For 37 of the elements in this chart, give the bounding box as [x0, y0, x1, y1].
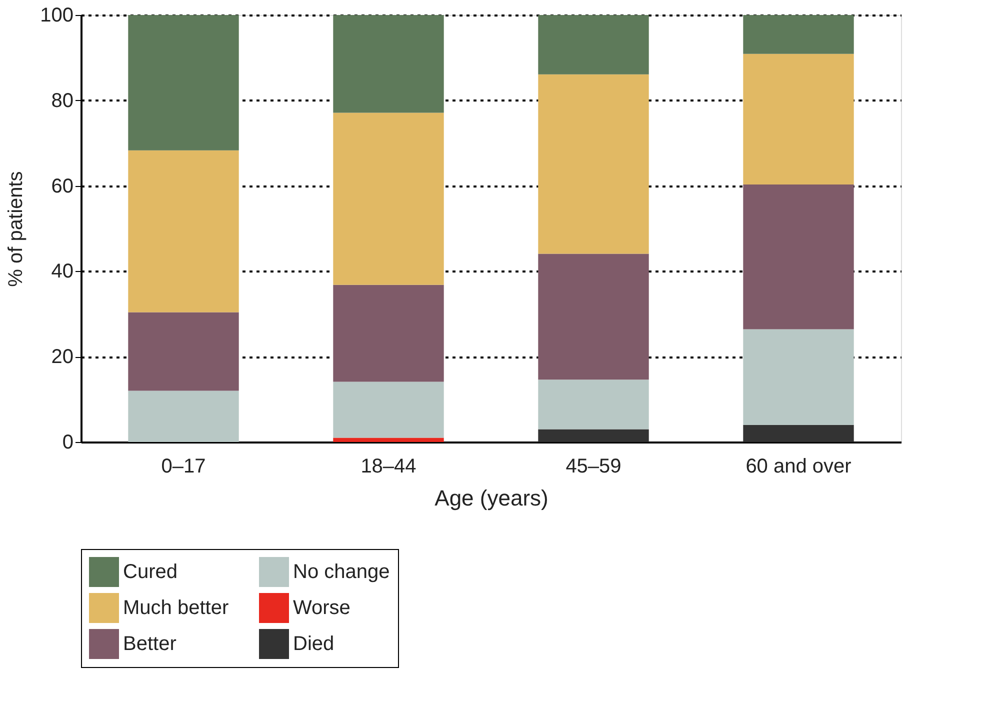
x-tick-label: 18–44	[360, 456, 416, 478]
y-tick-label: 60	[51, 175, 74, 198]
bar	[538, 15, 649, 74]
bar	[128, 15, 239, 150]
bar	[333, 15, 444, 113]
legend-label: Worse	[293, 597, 350, 619]
legend-label: No change	[293, 561, 390, 583]
bar	[333, 382, 444, 438]
bar	[333, 438, 444, 442]
y-tick-label: 20	[51, 346, 74, 368]
bar	[538, 74, 649, 254]
bar	[743, 424, 854, 442]
bar	[538, 429, 649, 442]
y-axis-title: % of patients	[5, 171, 28, 287]
y-tick-label: 100	[40, 4, 74, 26]
bar	[743, 54, 854, 185]
bar	[128, 390, 239, 442]
bar	[128, 150, 239, 312]
bar	[333, 112, 444, 285]
legend-label: Much better	[123, 597, 229, 619]
x-tick-label: 0–17	[161, 456, 206, 478]
x-tick-label: 60 and over	[746, 456, 852, 478]
y-tick-label: 40	[51, 260, 74, 283]
bar	[743, 329, 854, 425]
y-tick-label: 0	[62, 432, 74, 454]
legend-label: Cured	[123, 561, 178, 583]
legend-label: Better	[123, 633, 177, 655]
bar	[128, 312, 239, 391]
y-tick-label: 80	[51, 90, 74, 112]
legend-label: Died	[293, 633, 334, 655]
bar	[743, 184, 854, 330]
x-axis-title: Age (years)	[434, 486, 548, 510]
bar	[538, 380, 649, 430]
x-tick-label: 45–59	[566, 456, 622, 478]
bar	[333, 284, 444, 382]
bar	[743, 15, 854, 54]
bar	[538, 254, 649, 380]
